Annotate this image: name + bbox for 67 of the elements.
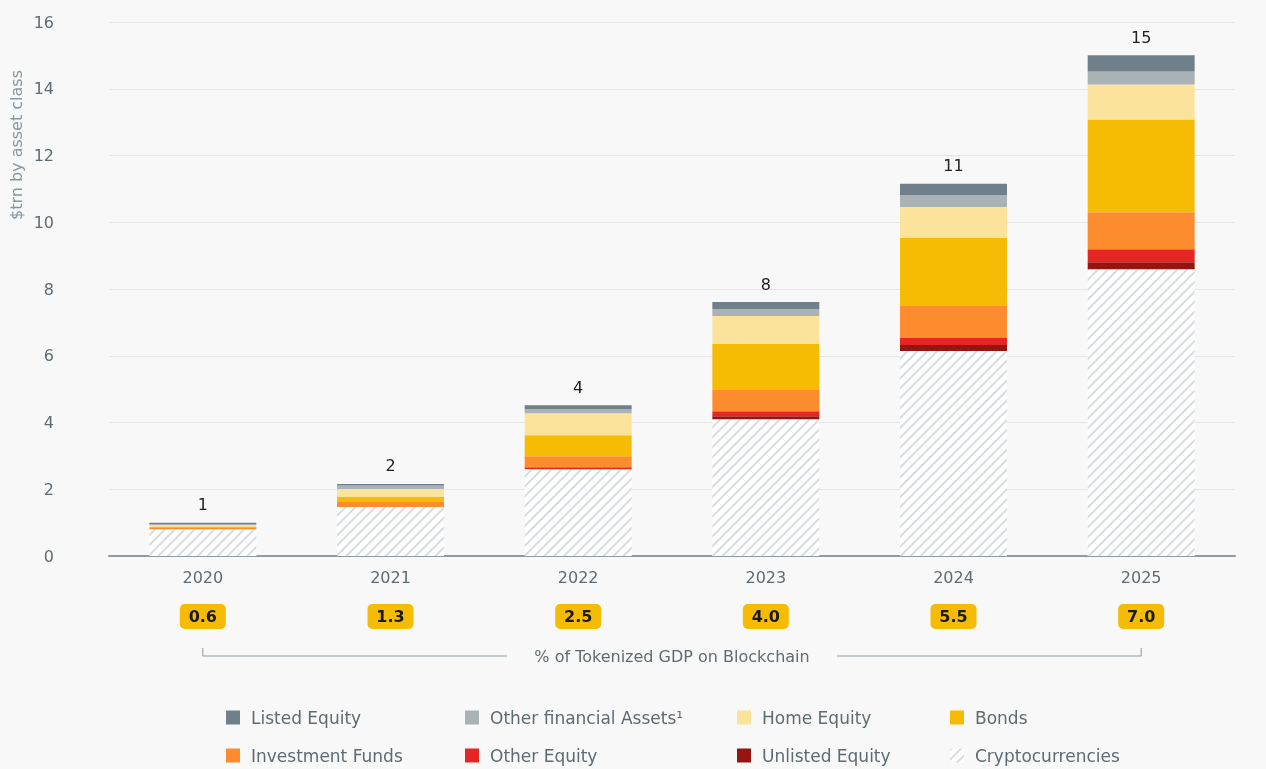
bar: [900, 338, 1007, 346]
total-label: 11: [943, 156, 964, 176]
legend-label: Home Equity: [762, 707, 872, 728]
bar: [900, 194, 1007, 207]
y-tick-label: 10: [33, 212, 54, 232]
bar: [1087, 262, 1195, 270]
bar: [524, 456, 632, 468]
total-label: 4: [573, 377, 584, 397]
text: % of Tokenized GDP on Blockchain: [534, 646, 810, 666]
legend-label: Bonds: [975, 707, 1028, 728]
y-tick-label: 12: [33, 146, 54, 165]
bar: [524, 409, 632, 414]
y-tick-label: 4: [43, 413, 54, 432]
y-tick-label: 2: [43, 479, 54, 499]
bar: [900, 306, 1007, 339]
total-label: 2: [385, 456, 396, 476]
text: 7.0: [1126, 607, 1156, 626]
y-axis-title: $trn by asset class: [6, 69, 26, 221]
bar: [524, 413, 632, 436]
bar: [1087, 212, 1195, 250]
bar: [900, 345, 1007, 352]
total-label: 8: [760, 274, 771, 294]
y-tick-label: 0: [43, 546, 54, 566]
x-tick-label: 2022: [557, 567, 599, 587]
bar: [524, 405, 632, 410]
x-tick-label: 2024: [933, 567, 974, 587]
bar: [712, 344, 820, 390]
y-tick-label: 16: [33, 12, 54, 32]
total-label: 15: [1130, 27, 1152, 47]
x-tick-label: 2021: [370, 567, 411, 587]
bar: [524, 435, 632, 457]
text: 2.5: [563, 607, 593, 626]
bar: [712, 302, 820, 310]
bar: [712, 309, 820, 317]
legend-label: Other financial Assets¹: [490, 707, 684, 728]
bar: [712, 411, 820, 417]
text: 1.3: [376, 607, 405, 626]
x-tick-label: 2025: [1120, 567, 1162, 587]
y-tick-label: 14: [33, 79, 54, 99]
text: 4.0: [751, 607, 781, 626]
bar: [712, 316, 820, 345]
y-tick-label: 8: [43, 279, 54, 299]
bar: [1087, 119, 1195, 213]
legend-label: Other Equity: [490, 745, 598, 766]
bar: [337, 496, 444, 502]
legend-label: Cryptocurrencies: [975, 745, 1120, 766]
bar: [1087, 84, 1195, 120]
bar: [524, 467, 632, 470]
bar: [337, 501, 444, 507]
legend-label: Listed Equity: [251, 707, 362, 728]
bar: [712, 416, 820, 420]
x-tick-label: 2020: [182, 567, 224, 587]
bar: [1087, 55, 1195, 72]
bar: [900, 206, 1007, 238]
x-tick-label: 2023: [745, 567, 787, 587]
bar: [712, 389, 820, 412]
text: 5.5: [939, 607, 968, 626]
y-tick-label: 6: [43, 346, 54, 366]
total-label: 1: [197, 495, 208, 515]
bar: [1087, 249, 1195, 263]
text: 0.6: [188, 607, 218, 626]
bar: [900, 183, 1007, 195]
bar: [900, 237, 1007, 307]
legend-label: Unlisted Equity: [762, 745, 891, 766]
bar: [1087, 71, 1195, 85]
bar: [337, 488, 444, 497]
legend-label: Investment Funds: [251, 745, 403, 766]
